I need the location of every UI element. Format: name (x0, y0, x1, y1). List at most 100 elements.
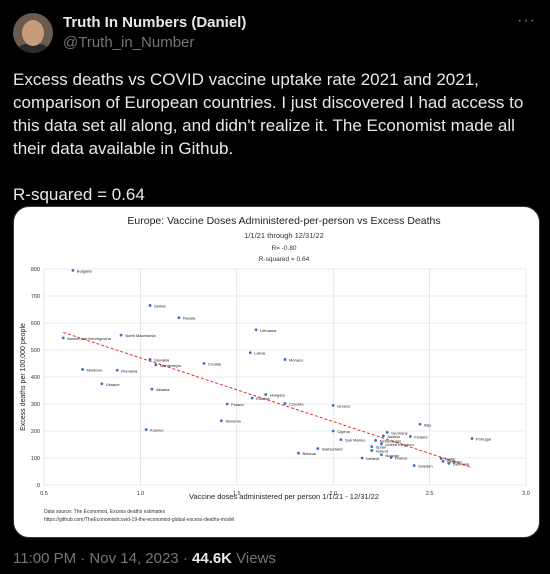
point-label: Latvia (254, 351, 265, 356)
data-point (148, 358, 152, 361)
chart-points: Bulgaria Serbia Russia Lithuania North Maced… (61, 268, 491, 469)
point-label: Denmark (453, 461, 469, 466)
data-point (297, 451, 300, 455)
data-point (331, 429, 335, 433)
point-label: Switzerland (322, 447, 343, 452)
y-axis-label: Excess deaths per 100,000 people (20, 323, 27, 431)
point-label: Serbia (154, 303, 166, 308)
point-label: Croatia (208, 362, 222, 367)
author-name[interactable]: Truth In Numbers (Daniel) (63, 14, 247, 31)
y-tick-label: 400 (31, 375, 40, 381)
data-point (115, 368, 119, 372)
point-label: Monaco (289, 357, 304, 362)
point-label: Portugal (476, 437, 491, 442)
point-label: Slovenia (225, 419, 241, 424)
point-label: Moldova (87, 367, 103, 372)
x-tick-label: 3.0 (522, 491, 530, 497)
data-point (381, 434, 385, 438)
point-label: Hungary (270, 393, 285, 398)
data-point (447, 462, 451, 465)
author-handle[interactable]: @Truth_in_Number (63, 34, 195, 51)
point-label: Spain (376, 445, 386, 450)
chart-subtitle-2: R= -0.80 (271, 245, 296, 252)
chart-title: Europe: Vaccine Doses Administered-per-p… (127, 215, 440, 227)
chart-subtitle-1: 1/1/21 through 12/31/22 (244, 231, 324, 240)
point-label: Finland (414, 434, 427, 439)
data-point (418, 422, 422, 426)
y-tick-label: 500 (31, 348, 40, 354)
data-point (219, 419, 223, 423)
data-point (225, 402, 229, 406)
point-label: Russia (183, 316, 196, 321)
data-point (119, 333, 123, 337)
point-label: Poland (231, 402, 243, 407)
data-point (408, 435, 412, 438)
data-point (144, 428, 148, 432)
y-tick-label: 200 (31, 429, 40, 435)
data-point (370, 449, 374, 452)
point-label: San Marino (345, 438, 366, 443)
point-label: Bulgaria (77, 268, 92, 273)
avatar[interactable] (13, 13, 53, 53)
point-label: Austria (387, 434, 400, 439)
y-tick-label: 700 (31, 294, 40, 300)
data-point (412, 464, 416, 467)
point-label: Estonia (256, 396, 270, 401)
data-point (177, 316, 181, 319)
chart-ticks: 0 100 200 300 400 500 600 700 800 0.5 1.0 1.5 2.0 2.5… (31, 267, 530, 497)
x-tick-label: 0.5 (40, 491, 48, 497)
point-label: Malta (445, 457, 456, 462)
tweet-meta: 11:00 PM · Nov 14, 2023 · 44.6K Views (13, 550, 276, 567)
data-point (360, 456, 364, 460)
chart-grid (43, 268, 527, 486)
chart-image[interactable]: Europe: Vaccine Doses Administered-per-p… (13, 206, 540, 538)
data-point (202, 362, 206, 365)
point-label: Germany (391, 430, 407, 435)
point-label: Lithuania (260, 328, 277, 333)
point-label: Albania (156, 387, 170, 392)
point-label: North Macedonia (125, 333, 156, 338)
data-point (283, 358, 287, 361)
data-point (380, 442, 383, 446)
tweet-body: Excess deaths vs COVID vaccine uptake ra… (13, 70, 524, 158)
point-label: France (395, 455, 408, 460)
y-tick-label: 300 (31, 402, 40, 408)
chart-subtitle-3: R-squared = 0.64 (259, 256, 310, 263)
x-tick-label: 1.0 (137, 491, 145, 497)
point-label: Bosnia and Herzegovina (67, 336, 111, 341)
point-label: United Kingdom (385, 442, 414, 447)
y-tick-label: 0 (37, 483, 40, 489)
point-label: Netherlands (380, 438, 402, 443)
data-point (283, 402, 287, 405)
data-point (100, 382, 104, 386)
y-tick-label: 800 (31, 267, 40, 273)
x-axis-label: Vaccine doses administered per person 1/… (189, 492, 379, 501)
more-dots-icon[interactable]: ··· (517, 12, 536, 29)
point-label: Ireland (376, 448, 388, 453)
data-point (441, 459, 445, 463)
trend-line (63, 331, 473, 468)
data-point (148, 304, 152, 307)
data-point (380, 453, 383, 457)
data-point (316, 447, 320, 450)
point-label: Iceland (366, 456, 379, 461)
point-label: Ukraine (106, 382, 121, 387)
data-point (248, 351, 252, 355)
point-label: Kosovo (150, 428, 164, 433)
data-point (254, 328, 258, 332)
scatter-chart: Europe: Vaccine Doses Administered-per-p… (20, 215, 530, 523)
point-label: Belarus (302, 451, 316, 456)
data-point (250, 396, 254, 400)
point-label: Cyprus (337, 429, 350, 434)
timestamp[interactable]: 11:00 PM · Nov 14, 2023 · (13, 550, 192, 567)
tweet-text: Excess deaths vs COVID vaccine uptake ra… (13, 68, 538, 206)
data-point (374, 439, 378, 442)
point-label: Italy (424, 422, 431, 427)
source-line-1: Data source: The Economist, Excess death… (44, 509, 166, 515)
x-tick-label: 2.5 (426, 491, 434, 497)
point-label: Romania (121, 368, 138, 373)
point-label: Montenegro (160, 363, 182, 368)
views-label: Views (232, 550, 276, 567)
views-count: 44.6K (191, 550, 233, 567)
